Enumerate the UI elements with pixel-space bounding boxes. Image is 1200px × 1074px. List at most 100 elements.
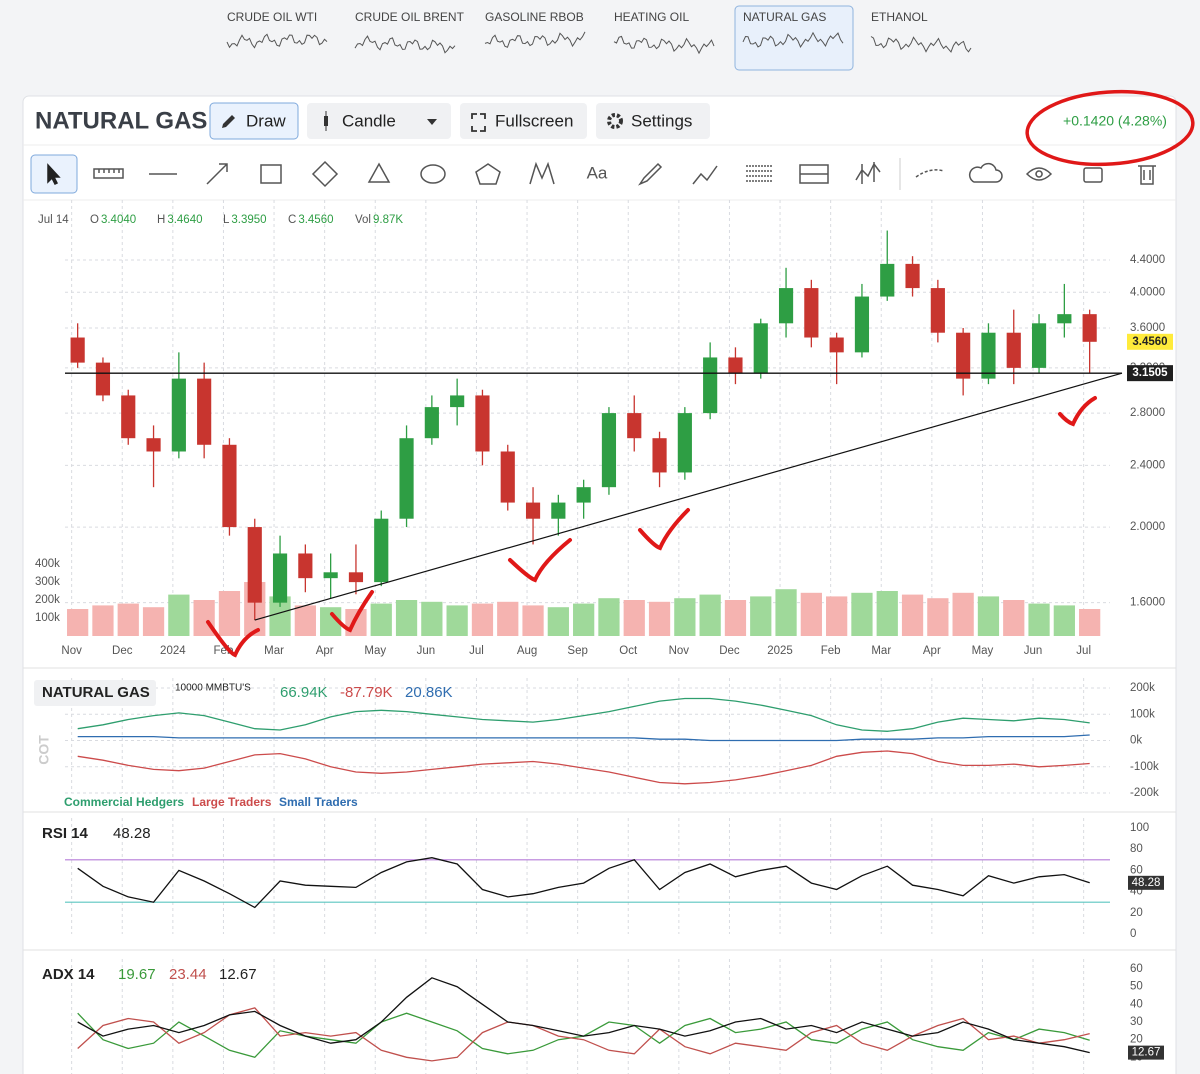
button-label: Candle [342,111,396,130]
sparkline [870,36,972,53]
fullscreen-icon [471,113,486,132]
legend-key: O [90,214,99,226]
volume-bar [522,605,544,636]
tab-label[interactable]: CRUDE OIL WTI [227,10,317,24]
fib-tool[interactable] [746,165,773,182]
ellipse-tool[interactable] [420,164,446,184]
tab-label[interactable]: GASOLINE RBOB [485,10,584,24]
panel-title-box [34,680,156,706]
x-tick-label: Sep [567,645,587,657]
candle-body [222,444,237,528]
candle-body [95,362,111,396]
volume-bar [952,592,974,636]
y-tick-label: 2.4000 [1130,459,1165,471]
toolbar: Aa [30,154,1156,194]
y-tick-label: 0 [1130,928,1136,940]
value-tag [1128,1045,1164,1060]
draw-button[interactable] [209,102,299,140]
candle-body [627,413,642,439]
value-tag [1128,875,1164,890]
x-tick-label: May [364,645,386,657]
tab-label[interactable]: CRUDE OIL BRENT [355,10,465,24]
value-tag-label: 12.67 [1132,1047,1161,1059]
triangle-tool[interactable] [367,162,391,183]
trash-tool[interactable] [1138,165,1156,185]
series-last-value: 23.44 [169,966,207,983]
x-tick-label: Apr [316,645,334,657]
trend-line [254,372,1123,621]
x-tick-label: May [972,645,994,657]
polygon-tool[interactable] [475,163,501,185]
dropdown-caret [427,119,437,125]
fullscreen-button[interactable] [460,103,587,139]
candle-body [171,378,186,452]
y-tick-label: -100k [1130,761,1159,773]
hand-drawn-check [206,620,260,658]
price-change: +0.1420 (4.28%) [1063,113,1167,129]
volume-tick-label: 400k [35,558,60,570]
candle-body [905,263,920,289]
trend-tool[interactable] [915,169,945,178]
pattern-tool[interactable] [855,162,881,184]
candle-body [854,296,870,353]
path-tool[interactable] [529,161,555,185]
tab-label[interactable]: ETHANOL [871,10,928,24]
y-tick-label: -200k [1130,787,1159,799]
volume-bar [901,594,924,636]
range-tool[interactable] [799,164,829,184]
legend-value: 3.4040 [101,214,136,226]
legend-key: C [288,214,296,226]
candle-body [677,413,692,473]
cloud-tool[interactable] [968,162,1003,183]
volume-bar [750,596,772,636]
x-tick-label: Mar [871,645,891,657]
candle-body [272,553,288,603]
active-tab[interactable] [734,5,854,71]
x-tick-label: Dec [112,645,133,657]
candle-body [804,288,819,338]
ruler-tool[interactable] [93,168,124,179]
line-tool[interactable] [692,165,718,185]
arrow-tool[interactable] [206,163,228,185]
eye-tool[interactable] [1025,167,1053,181]
series-last-value: 66.94K [280,684,328,701]
legend-entry: Commercial Hedgers [64,795,184,809]
candle-body [121,395,136,439]
volume-bar [927,598,949,636]
indicator-line [77,697,1090,732]
settings-button[interactable] [596,103,710,139]
candle-body [956,332,971,379]
hand-drawn-check [508,538,572,583]
x-tick-label: 2025 [767,645,793,657]
volume-bar [1003,600,1025,636]
y-tick-label: 30 [1130,1016,1143,1028]
brush-tool[interactable] [637,162,663,186]
panel-title: ADX 14 [42,966,95,983]
candle-body [323,572,338,579]
volume-bar [547,607,569,636]
y-tick-label: 0k [1130,735,1142,747]
candle-body [1082,314,1097,342]
volume-tick-label: 100k [35,612,60,624]
tab-label[interactable]: HEATING OIL [614,10,689,24]
legend-value: 3.3950 [231,214,266,226]
y-tick-label: 2.0000 [1130,521,1165,533]
rotated-rect-tool[interactable] [311,160,339,188]
cursor-tool[interactable] [47,163,61,186]
volume-bar [851,592,873,636]
candle-body [424,407,439,439]
hand-drawn-check [638,508,690,551]
y-tick-label: 40 [1130,998,1143,1010]
legend-key: L [223,214,230,226]
candle-button[interactable] [307,103,451,139]
lock-tool[interactable] [1083,167,1103,183]
x-tick-label: Nov [61,645,82,657]
text-tool[interactable]: Aa [587,163,608,182]
volume-bar [269,596,291,636]
candle-body [601,413,617,488]
x-tick-label: Jul [469,645,484,657]
rect-tool[interactable] [260,164,282,184]
tab-label[interactable]: NATURAL GAS [743,10,826,24]
